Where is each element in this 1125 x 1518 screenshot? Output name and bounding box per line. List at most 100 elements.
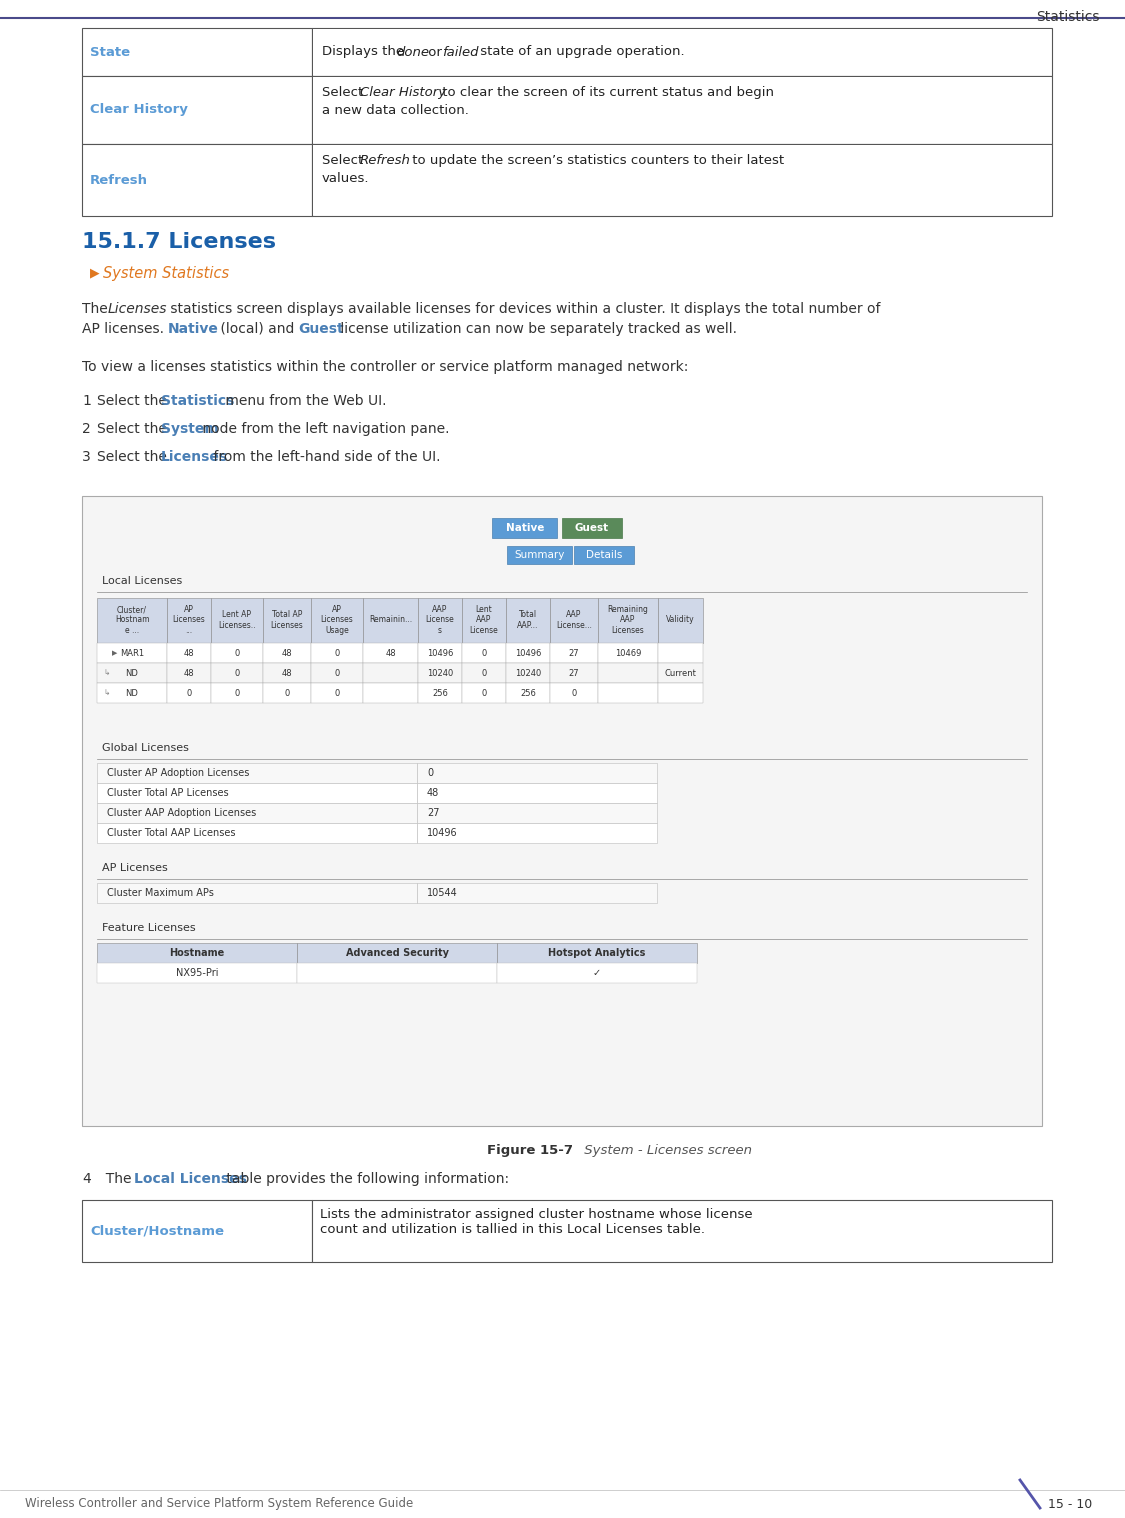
Bar [97,823,417,842]
Text: 0: 0 [187,689,191,697]
Text: Figure 15-7: Figure 15-7 [487,1145,573,1157]
Text: MAR1: MAR1 [120,648,144,657]
Text: 0: 0 [234,668,240,677]
Bar [297,962,497,984]
Bar [417,883,657,903]
Text: Wireless Controller and Service Platform System Reference Guide: Wireless Controller and Service Platform… [25,1497,413,1510]
Text: Details: Details [586,550,622,560]
Text: Native: Native [506,524,544,533]
Bar [462,683,506,703]
Text: statistics screen displays available licenses for devices within a cluster. It d: statistics screen displays available lic… [166,302,881,316]
Text: Lists the administrator assigned cluster hostname whose license
count and utiliz: Lists the administrator assigned cluster… [319,1208,753,1236]
Bar [417,803,657,823]
Bar [97,683,166,703]
Text: AAP
License...: AAP License... [556,610,592,630]
Text: 256: 256 [432,689,448,697]
Text: ↳: ↳ [104,668,110,677]
Bar [310,683,363,703]
Bar [417,823,657,842]
Text: Remaining
AAP
Licenses: Remaining AAP Licenses [608,606,648,635]
Bar [574,546,634,565]
Text: Select the: Select the [97,449,171,465]
Text: 15.1.7 Licenses: 15.1.7 Licenses [82,232,276,252]
Text: Hostname: Hostname [170,949,225,958]
Bar [97,663,166,683]
Bar [497,962,698,984]
Text: Select Refresh to update the screen’s statistics counters to their latest
values: Select Refresh to update the screen’s st… [319,152,792,181]
Text: 10544: 10544 [428,888,458,899]
Text: 4: 4 [82,1172,91,1186]
Text: Select Clear History to clear the screen of its current status and begin
a new d: Select Clear History to clear the screen… [319,83,788,112]
Text: Lent
AAP
License: Lent AAP License [469,606,498,635]
Bar [598,683,658,703]
Text: The: The [82,302,113,316]
Bar [506,644,550,663]
Text: 0: 0 [234,648,240,657]
Text: Validity: Validity [666,615,695,624]
Text: (local) and: (local) and [216,322,299,335]
Text: 10496: 10496 [515,648,541,657]
Bar [550,598,598,644]
Bar [166,683,212,703]
Bar [562,518,622,537]
Text: 48: 48 [385,648,396,657]
Text: 10240: 10240 [426,668,453,677]
Bar [310,644,363,663]
Bar [363,683,418,703]
Bar [462,598,506,644]
Bar [312,76,1052,144]
Text: license utilization can now be separately tracked as well.: license utilization can now be separatel… [336,322,737,335]
Bar [658,598,703,644]
Bar [82,1201,312,1261]
Bar [550,663,598,683]
Bar [418,598,462,644]
Text: table provides the following information:: table provides the following information… [222,1172,510,1186]
Text: Licenses: Licenses [161,449,228,465]
Bar [417,764,657,783]
Text: Displays the done or failed state of an upgrade operation.: Displays the done or failed state of an … [319,36,708,49]
Text: 0: 0 [572,689,577,697]
Bar [166,663,212,683]
Text: to update the screen’s statistics counters to their latest: to update the screen’s statistics counte… [408,153,784,167]
Bar [550,683,598,703]
Bar [418,683,462,703]
Bar [363,644,418,663]
Bar [263,683,310,703]
Text: done: done [396,46,429,59]
Bar [263,644,310,663]
Text: Select: Select [322,87,368,99]
Text: to clear the screen of its current status and begin: to clear the screen of its current statu… [438,87,774,99]
Text: 10240: 10240 [515,668,541,677]
Text: 0: 0 [334,689,340,697]
Bar [417,783,657,803]
Text: Refresh: Refresh [90,173,148,187]
Bar [97,764,417,783]
Bar [310,598,363,644]
Bar [497,943,698,962]
Bar [313,77,1051,143]
Text: 48: 48 [428,788,439,798]
Text: Native: Native [168,322,219,335]
Text: Select the: Select the [97,422,171,436]
Text: ▶: ▶ [90,266,100,279]
Bar [550,644,598,663]
Text: Cluster AAP Adoption Licenses: Cluster AAP Adoption Licenses [107,808,256,818]
Bar [462,644,506,663]
Text: a new data collection.: a new data collection. [322,105,469,117]
Text: The: The [97,1172,136,1186]
Bar [212,683,263,703]
Text: AP licenses.: AP licenses. [82,322,169,335]
Text: ▶: ▶ [112,650,118,656]
Bar [82,27,312,76]
Text: Licenses: Licenses [108,302,168,316]
Text: 48: 48 [183,648,195,657]
Text: 10496: 10496 [428,827,458,838]
Text: ND: ND [126,668,138,677]
Text: AAP
License
s: AAP License s [425,606,454,635]
Bar [166,598,212,644]
Text: 0: 0 [482,668,487,677]
Text: 2: 2 [82,422,91,436]
Bar [462,663,506,683]
Text: Remainin...: Remainin... [369,615,412,624]
Bar [506,683,550,703]
